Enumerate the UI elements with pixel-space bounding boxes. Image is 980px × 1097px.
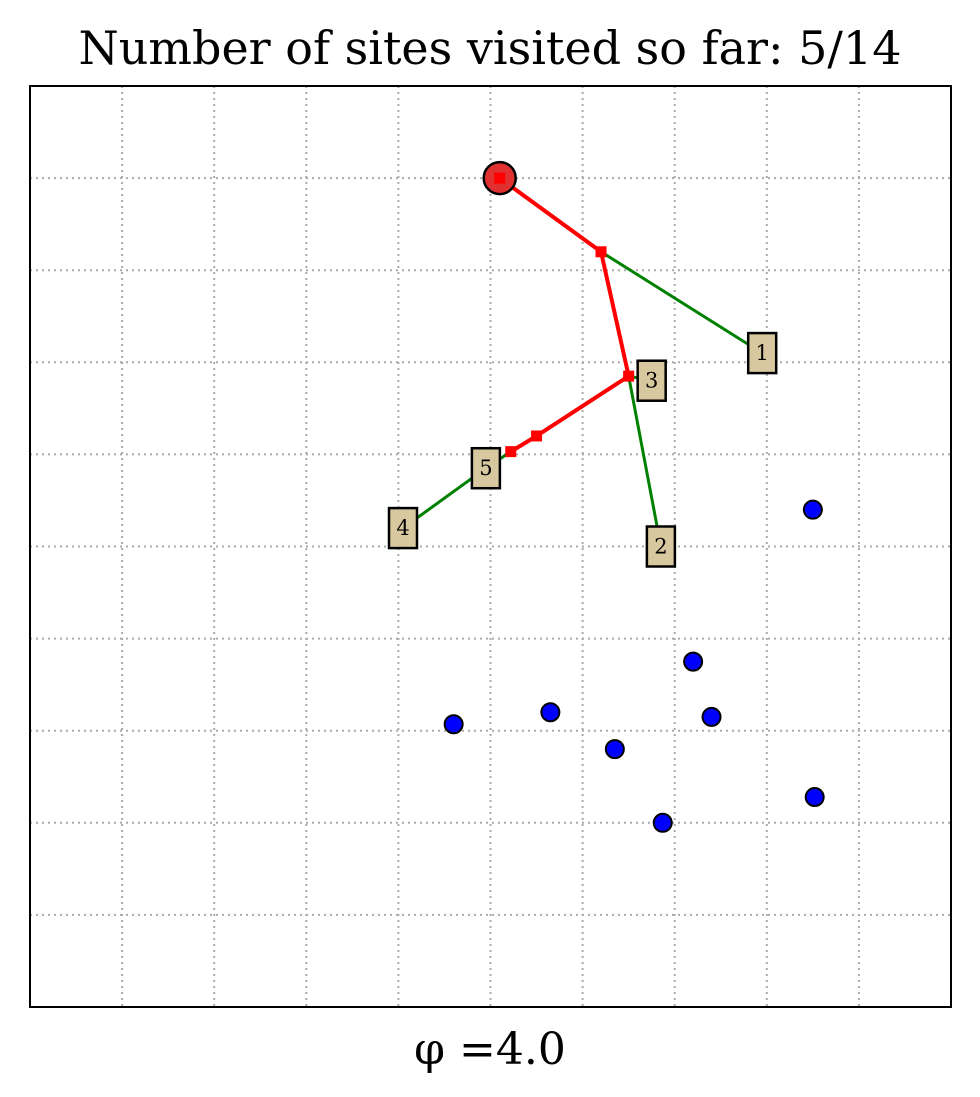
visited-site: 2 <box>645 525 677 568</box>
tour-path <box>494 172 635 458</box>
visited-sites: 1 2 3 4 5 <box>387 331 778 568</box>
visited-site: 3 <box>636 359 667 402</box>
unvisited-sites <box>443 499 825 833</box>
visited-site-label: 1 <box>756 341 769 365</box>
unvisited-site-marker <box>804 787 825 808</box>
visited-site-label: 3 <box>645 369 658 393</box>
visited-site-box <box>746 331 778 375</box>
start-site <box>482 160 517 196</box>
visited-site-box <box>470 446 502 490</box>
connector-line <box>600 250 763 355</box>
visited-site: 4 <box>387 506 419 550</box>
unvisited-site-marker <box>604 739 625 760</box>
path-vertex <box>623 370 635 382</box>
unvisited-site-marker <box>683 651 704 672</box>
x-axis-label: φ =4.0 <box>414 1024 566 1075</box>
path-vertex <box>505 446 517 458</box>
visited-site: 5 <box>470 446 502 490</box>
unvisited-site-marker <box>701 706 722 727</box>
grid-lines <box>30 86 951 1007</box>
start-path-vertex <box>494 172 506 184</box>
unvisited-site-marker <box>443 714 464 735</box>
unvisited-site-marker <box>652 812 673 833</box>
chart-title: Number of sites visited so far: 5/14 <box>79 21 902 75</box>
plot-frame <box>29 85 952 1008</box>
visited-site-label: 4 <box>396 516 409 540</box>
visited-site-box <box>645 525 677 568</box>
visited-site-box <box>387 506 419 550</box>
visited-site: 1 <box>746 331 778 375</box>
unvisited-site-marker <box>540 702 561 723</box>
unvisited-site-marker <box>802 499 823 520</box>
path-line <box>498 176 631 454</box>
connector-line <box>627 375 663 547</box>
visited-site-label: 2 <box>654 535 667 559</box>
path-vertex <box>595 246 607 258</box>
visited-site-box <box>636 359 667 402</box>
path-vertex <box>531 430 543 442</box>
visited-site-label: 5 <box>479 456 492 480</box>
